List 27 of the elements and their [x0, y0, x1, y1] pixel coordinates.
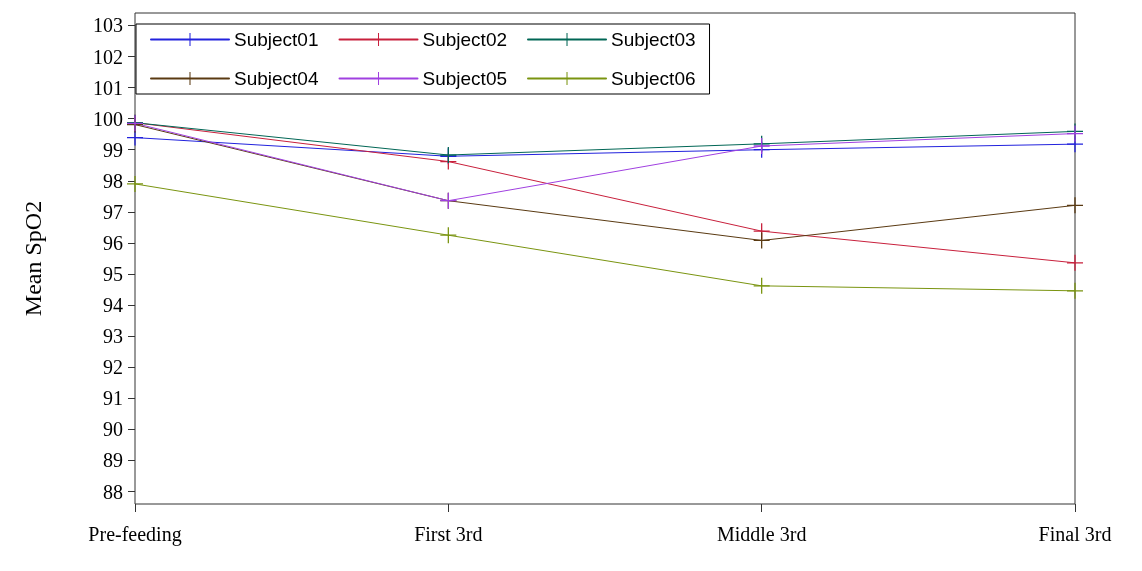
x-tick-label: Final 3rd: [1038, 523, 1112, 545]
y-tick-label: 91: [103, 387, 123, 410]
y-tick-label: 103: [93, 14, 123, 37]
x-tick-label: First 3rd: [414, 523, 483, 545]
legend-label: Subject04: [234, 68, 319, 89]
legend-label: Subject02: [422, 29, 508, 50]
legend-label: Subject06: [611, 68, 696, 89]
y-tick-label: 92: [103, 356, 123, 379]
y-tick-label: 89: [103, 449, 123, 472]
y-tick-label: 88: [103, 480, 123, 503]
y-tick-label: 102: [93, 45, 123, 68]
y-tick-label: 93: [103, 325, 123, 348]
y-tick-label: 90: [103, 418, 123, 441]
y-tick-label: 97: [103, 200, 123, 223]
x-tick-label: Middle 3rd: [716, 523, 807, 545]
y-tick-label: 100: [93, 107, 123, 130]
y-axis-title: Mean SpO2: [20, 200, 46, 317]
x-tick-label: Pre-feeding: [88, 523, 182, 546]
y-tick-label: 96: [103, 231, 123, 254]
y-tick-label: 101: [93, 76, 123, 99]
legend-label: Subject03: [611, 29, 696, 50]
legend-label: Subject05: [422, 68, 508, 89]
y-tick-label: 99: [103, 138, 123, 161]
y-tick-label: 98: [103, 169, 123, 192]
y-tick-label: 94: [103, 294, 123, 317]
legend-label: Subject01: [234, 29, 319, 50]
y-tick-label: 95: [103, 263, 123, 286]
